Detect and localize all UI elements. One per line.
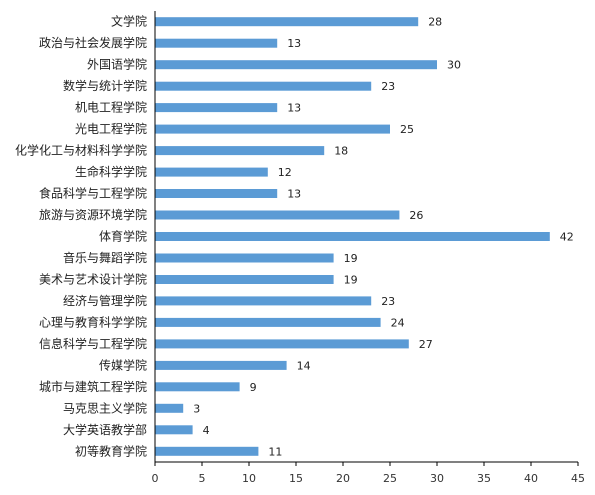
bar-13 [155, 296, 372, 306]
value-label-0: 28 [428, 16, 442, 29]
value-label-17: 9 [250, 381, 257, 394]
bar-16 [155, 360, 287, 370]
bar-8 [155, 189, 278, 198]
value-label-10: 42 [560, 231, 574, 244]
category-label-7: 生命科学学院 [75, 164, 147, 179]
x-tick-label-2: 10 [242, 472, 256, 485]
bar-18 [155, 403, 184, 413]
value-label-9: 26 [409, 209, 423, 222]
bar-14 [155, 317, 381, 327]
x-tick-label-7: 35 [477, 472, 491, 485]
x-axis: 0 5 10 15 20 25 30 35 40 45 [152, 461, 585, 485]
category-label-8: 食品科学与工程学院 [39, 186, 147, 201]
value-label-5: 25 [400, 123, 414, 136]
category-label-9: 旅游与资源环境学院 [39, 207, 147, 222]
value-label-11: 19 [344, 252, 358, 265]
category-label-15: 信息科学与工程学院 [39, 336, 147, 351]
bar-11 [155, 253, 334, 263]
value-label-4: 13 [287, 102, 301, 115]
x-tick-label-8: 40 [524, 472, 538, 485]
x-tick-label-3: 15 [289, 472, 303, 485]
category-label-5: 光电工程学院 [75, 121, 147, 136]
category-label-14: 心理与教育科学学院 [39, 314, 147, 329]
x-tick-label-5: 25 [383, 472, 397, 485]
bar-20 [155, 446, 259, 456]
value-label-13: 23 [381, 295, 395, 308]
value-label-3: 23 [381, 80, 395, 93]
bar-0 [155, 17, 419, 27]
bar-6 [155, 146, 325, 156]
category-label-0: 文学院 [111, 14, 147, 29]
category-label-17: 城市与建筑工程学院 [39, 379, 147, 394]
bar-7 [155, 167, 268, 177]
bar-17 [155, 382, 240, 392]
x-tick-label-9: 45 [571, 472, 585, 485]
value-label-18: 3 [193, 402, 200, 415]
value-label-7: 12 [278, 166, 292, 179]
category-label-18: 马克思主义学院 [63, 400, 147, 415]
value-label-1: 13 [287, 37, 301, 50]
value-label-12: 19 [344, 274, 358, 287]
x-tick-label-4: 20 [336, 472, 350, 485]
x-tick-label-6: 30 [430, 472, 444, 485]
bar-10 [155, 232, 550, 241]
category-label-16: 传媒学院 [99, 357, 147, 372]
value-label-20: 11 [268, 445, 282, 458]
x-tick-label-1: 5 [199, 472, 206, 485]
category-label-10: 体育学院 [99, 229, 147, 244]
bar-12 [155, 275, 334, 284]
bar-2 [155, 60, 437, 70]
value-label-14: 24 [391, 316, 405, 329]
category-label-3: 数学与统计学院 [63, 78, 147, 93]
value-label-16: 14 [297, 359, 311, 372]
category-label-19: 大学英语教学部 [63, 422, 147, 437]
bar-3 [155, 81, 372, 91]
bar-4 [155, 103, 278, 113]
bars-group [155, 17, 550, 456]
category-label-1: 政治与社会发展学院 [39, 35, 147, 50]
bar-19 [155, 425, 193, 435]
value-label-8: 13 [287, 188, 301, 201]
value-label-6: 18 [334, 145, 348, 158]
category-label-13: 经济与管理学院 [63, 293, 147, 308]
category-label-4: 机电工程学院 [75, 100, 147, 115]
value-labels: 28 13 30 23 13 25 18 12 13 26 42 19 19 23 24 27 14 9 34 11 [193, 16, 574, 459]
category-label-12: 美术与艺术设计学院 [39, 272, 147, 287]
category-label-2: 外国语学院 [87, 57, 147, 72]
x-tick-label-0: 0 [152, 472, 159, 485]
value-label-19: 4 [203, 424, 210, 437]
category-label-20: 初等教育学院 [75, 443, 147, 458]
bar-1 [155, 38, 278, 48]
category-label-11: 音乐与舞蹈学院 [63, 250, 147, 265]
value-label-2: 30 [447, 59, 461, 72]
value-label-15: 27 [419, 338, 433, 351]
bar-9 [155, 210, 400, 220]
category-label-6: 化学化工与材料科学学院 [15, 143, 147, 158]
bar-15 [155, 339, 409, 349]
bar-5 [155, 124, 390, 134]
category-labels: 文学院政治与社会发展学院外国语学院数学与统计学院机电工程学院光电工程学院化学化工… [15, 14, 147, 459]
